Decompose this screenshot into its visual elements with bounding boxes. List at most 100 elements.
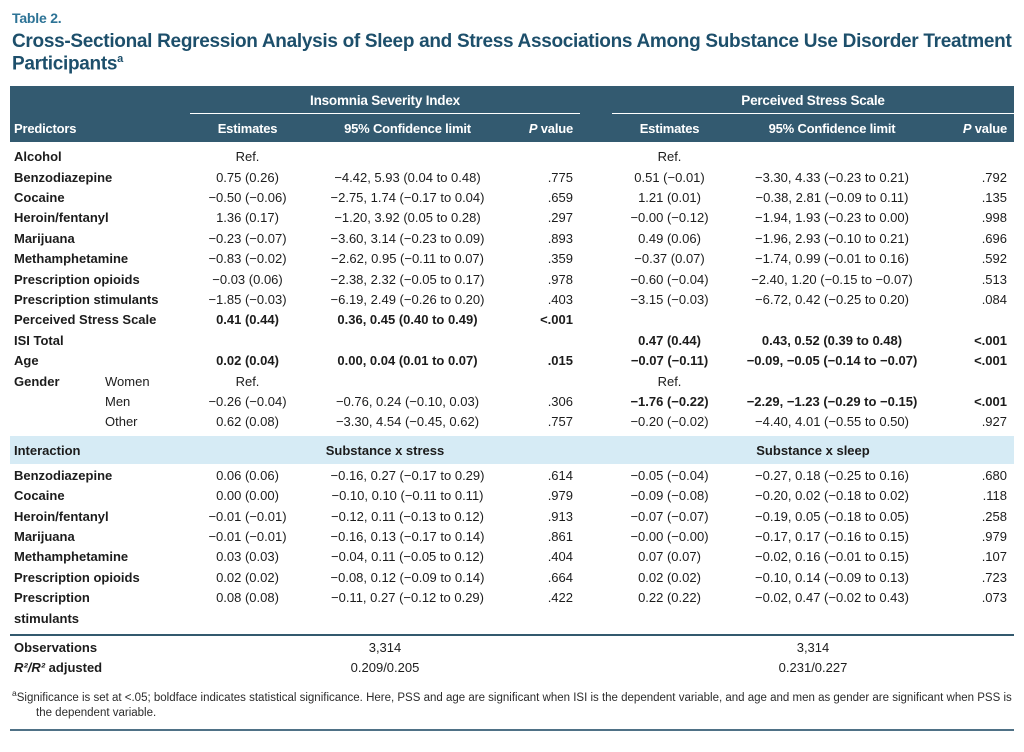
page-title: Cross-Sectional Regression Analysis of S… [12,31,1016,76]
isi-estimate: −0.03 (0.06) [212,271,283,287]
header-gap [580,443,612,458]
table-row: Benzodiazepine 0.06 (0.06) −0.16, 0.27 (−0… [10,466,1014,486]
header-spacer [10,93,190,114]
isi-estimate: −0.23 (−0.07) [208,230,287,246]
pss-estimate: 0.49 (0.06) [638,230,701,246]
isi-p-value: .861 [547,529,573,545]
pss-confidence-limit: −0.02, 0.47 (−0.02 to 0.43) [755,590,909,606]
isi-p-value [510,344,580,345]
predictor-sublabel: Other [105,414,138,430]
column-gap [580,520,612,521]
summary-row: R²/R² adjusted 0.209/0.205 0.231/0.227 [10,658,1014,678]
pss-estimates-header: Estimates [639,121,700,137]
table-header: Insomnia Severity Index Perceived Stress… [10,86,1014,143]
pss-p-value: .696 [981,230,1007,246]
predictor-label: Cocaine [14,189,65,205]
pss-confidence-limit: −0.19, 0.05 (−0.18 to 0.05) [755,508,909,524]
pss-estimate: 0.51 (−0.01) [634,169,705,185]
pss-estimate: −0.00 (−0.12) [630,210,709,226]
pss-p-value: .680 [981,467,1007,483]
isi-estimate: −0.01 (−0.01) [208,529,287,545]
title-text: Cross-Sectional Regression Analysis of S… [12,31,1012,75]
table-row: Other 0.62 (0.08) −3.30, 4.54 (−0.45, 0.62… [10,412,1014,432]
pss-estimate [612,323,727,324]
isi-estimate: −0.01 (−0.01) [208,508,287,524]
pss-estimate: −0.07 (−0.11) [630,353,709,369]
column-gap [580,303,612,304]
isi-confidence-limit: −0.10, 0.10 (−0.11 to 0.11) [331,488,484,504]
pss-estimate: −1.76 (−0.22) [630,394,709,410]
title-footnote-marker: a [117,53,123,66]
isi-p-value: .297 [547,210,573,226]
isi-estimate: Ref. [235,149,260,165]
table-row: ISI Total 0.47 (0.44) 0.43, 0.52 (0.39 to … [10,331,1014,351]
predictor-label: Heroin/fentanyl [14,210,109,226]
isi-confidence-limit: −0.08, 0.12 (−0.09 to 0.14) [330,569,485,585]
column-gap [580,479,612,480]
isi-p-value [510,385,580,386]
pss-p-value: .118 [982,488,1007,504]
table-row: Marijuana −0.23 (−0.07) −3.60, 3.14 (−0.23… [10,229,1014,249]
column-gap [580,405,612,406]
isi-estimates-header: Estimates [217,121,278,137]
isi-p-value: .664 [547,569,573,585]
isi-estimate [190,344,305,345]
pss-confidence-limit: −2.40, 1.20 (−0.15 to −0.07) [751,271,913,287]
column-gap [580,601,612,602]
table-number-label: Table 2. [12,10,62,26]
isi-estimate: 1.36 (0.17) [216,210,279,226]
isi-summary-value: 0.209/0.205 [350,660,420,676]
predictor-label: Alcohol [14,149,62,165]
pss-p-value: .073 [981,590,1007,606]
pss-estimate: −0.09 (−0.08) [630,488,709,504]
isi-p-value: .659 [547,189,573,205]
pss-confidence-limit: −0.10, 0.14 (−0.09 to 0.13) [755,569,909,585]
interaction-pss-sublabel: Substance x sleep [756,442,870,458]
p-rest: value [537,121,573,137]
pss-confidence-limit [727,160,937,161]
isi-estimate: 0.02 (0.02) [216,569,279,585]
main-rows-section: Alcohol Ref. Ref. Benzodiazepine 0.75 (0.26)… [10,147,1014,433]
predictor-label: ISI Total [14,332,64,348]
pss-p-value: .979 [981,529,1007,545]
isi-p-value: .403 [547,291,573,307]
summary-label: R²/R² adjusted [14,660,103,676]
pss-summary-value: 3,314 [796,640,830,656]
column-gap [580,323,612,324]
predictors-column-header: Predictors [14,121,77,137]
isi-estimate: −0.83 (−0.02) [208,251,287,267]
table-row: Heroin/fentanyl −0.01 (−0.01) −0.12, 0.11 … [10,507,1014,527]
pss-estimate: −0.05 (−0.04) [630,467,709,483]
isi-p-value [510,160,580,161]
pss-p-value: <.001 [974,353,1007,369]
column-gap [580,262,612,263]
column-gap [580,181,612,182]
pss-group-header: Perceived Stress Scale [612,93,1014,115]
isi-confidence-limit: −2.38, 2.32 (−0.05 to 0.17) [330,271,485,287]
predictor-label: Age [14,353,39,369]
isi-confidence-limit [305,385,510,386]
pss-summary-value: 0.231/0.227 [778,660,848,676]
header-gap [580,93,612,114]
table-row: Marijuana −0.01 (−0.01) −0.16, 0.13 (−0.17… [10,527,1014,547]
pss-p-value: .258 [981,508,1007,524]
isi-estimate: 0.62 (0.08) [216,414,279,430]
isi-estimate: 0.08 (0.08) [216,590,279,606]
isi-confidence-limit: −3.30, 4.54 (−0.45, 0.62) [335,414,480,430]
predictor-sublabel: Women [105,373,150,389]
predictor-label: Marijuana [14,529,75,545]
isi-group-header: Insomnia Severity Index [190,93,580,115]
p-rest: value [971,121,1007,137]
table-row: Heroin/fentanyl 1.36 (0.17) −1.20, 3.92 (0… [10,208,1014,228]
column-gap [580,221,612,222]
isi-confidence-limit: 0.36, 0.45 (0.40 to 0.49) [337,312,478,328]
predictor-label: Prescription stimulants [14,291,159,307]
isi-confidence-limit: −1.20, 3.92 (0.05 to 0.28) [334,210,481,226]
pss-confidence-limit: −0.27, 0.18 (−0.25 to 0.16) [755,467,909,483]
pss-confidence-limit [727,323,937,324]
pss-p-value: .107 [981,549,1007,565]
isi-ci-header: 95% Confidence limit [344,121,471,137]
isi-confidence-limit: −0.12, 0.11 (−0.13 to 0.12) [331,508,484,524]
isi-confidence-limit: −0.16, 0.27 (−0.17 to 0.29) [330,467,485,483]
pss-p-value: .592 [981,251,1007,267]
